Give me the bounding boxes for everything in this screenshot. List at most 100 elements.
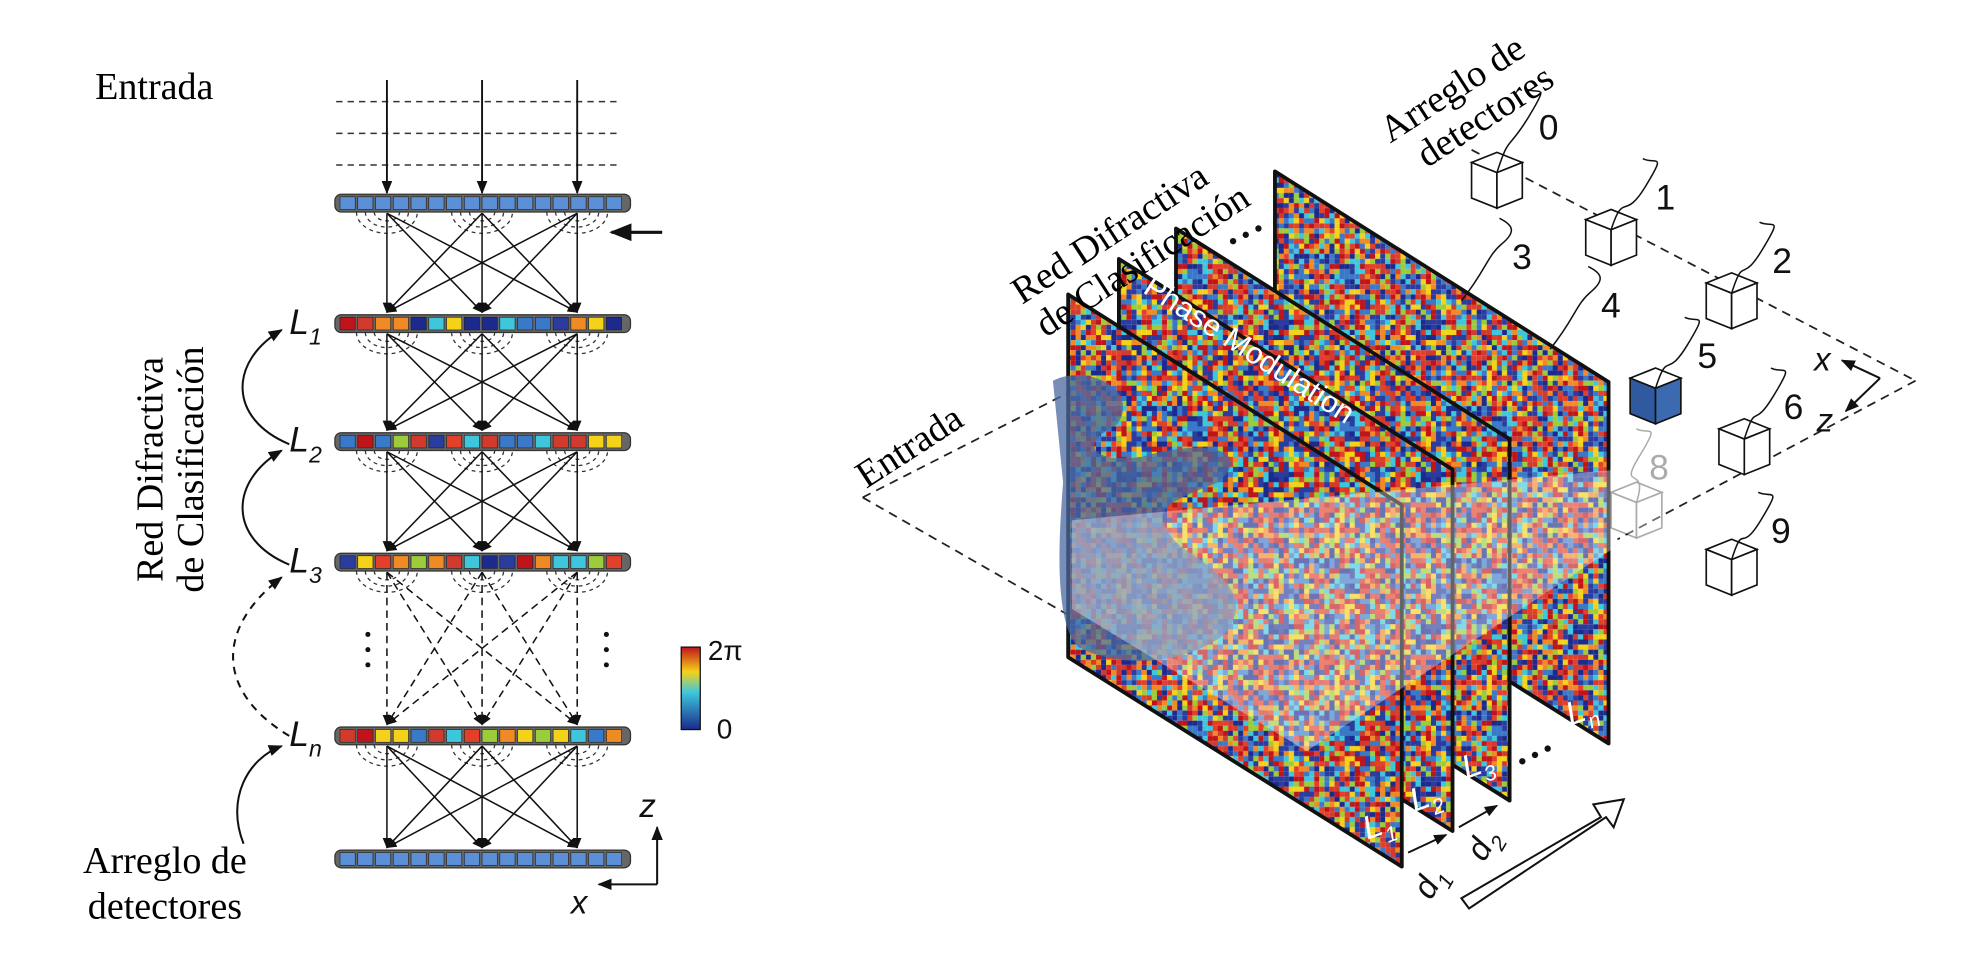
layer-pixel — [446, 555, 463, 569]
label-index: 1 — [309, 323, 322, 349]
layer-pixel — [357, 434, 374, 449]
axis-label: x — [1812, 341, 1832, 378]
layer-pixel — [463, 852, 480, 866]
layer-pixel — [535, 729, 551, 743]
detector-left — [1610, 491, 1638, 540]
detector-right — [1730, 281, 1758, 330]
layer-pixel — [499, 196, 516, 210]
layer-pixel — [392, 196, 409, 210]
layer-pixel — [481, 316, 498, 331]
layer-pixel — [446, 852, 463, 866]
layer-pixel — [339, 434, 356, 449]
detector: 6 — [1716, 367, 1804, 476]
input-label: Entrada — [95, 66, 213, 108]
layer-pixel — [588, 729, 605, 743]
layer-pixel — [357, 555, 374, 569]
layer-pixel — [570, 729, 587, 743]
layer-pixel — [481, 729, 498, 743]
layer-pixel — [552, 729, 569, 743]
connection — [481, 745, 578, 849]
layer-pixel — [392, 316, 409, 331]
layer-pixel — [375, 316, 392, 331]
layer-pixel — [570, 434, 587, 449]
label-index: n — [309, 736, 322, 762]
layer-pixel — [570, 555, 587, 569]
dot — [365, 631, 371, 637]
layer-pixel — [339, 729, 356, 743]
layer-pixel — [588, 434, 605, 449]
detector-right — [1635, 491, 1663, 540]
detector: 1 — [1583, 158, 1676, 267]
layer-pixel — [446, 729, 463, 743]
detector: 8 — [1608, 428, 1669, 540]
detector: 4 — [1549, 265, 1621, 350]
detector: 0 — [1469, 88, 1559, 210]
label-letter: L — [289, 540, 309, 580]
layer-pixel — [339, 196, 356, 210]
layer-pixel — [606, 729, 622, 743]
layer-pixel — [463, 316, 480, 331]
layer-pixel — [481, 434, 498, 449]
layer-pixel — [428, 852, 445, 866]
detector: 5 — [1627, 316, 1717, 426]
connection — [481, 333, 578, 431]
light-beam — [1071, 469, 1618, 752]
connection — [481, 571, 578, 726]
detector-top — [1608, 481, 1665, 504]
layer-pixel — [428, 196, 445, 210]
detector-label: Arreglo de — [83, 840, 247, 882]
layer-pixel — [499, 852, 516, 866]
layer-label: L1 — [289, 302, 322, 350]
layer-label: L3 — [289, 540, 322, 588]
layer-arrows — [232, 329, 290, 845]
layer-pixel — [535, 196, 551, 210]
layer-pixel — [375, 852, 392, 866]
layer-pixel — [392, 434, 409, 449]
detector-wire — [1654, 316, 1700, 389]
colorbar-max: 2π — [708, 635, 743, 666]
connection — [386, 745, 483, 849]
dot — [365, 662, 371, 668]
layer-pixel — [446, 196, 463, 210]
layer-pixel — [535, 555, 551, 569]
layer-pixel — [499, 555, 516, 569]
detector-right — [1496, 161, 1524, 210]
layer-pixel — [392, 729, 409, 743]
network-label-line: de Clasificación — [170, 346, 212, 592]
detector-right — [1730, 548, 1758, 597]
layer-pixel — [446, 434, 463, 449]
layer-label: L2 — [289, 420, 322, 468]
layer-label: d2 — [1458, 821, 1512, 870]
detector: 2 — [1704, 221, 1792, 330]
detector-number: 6 — [1784, 387, 1804, 427]
layer-pixel — [357, 729, 374, 743]
wavelet — [373, 570, 401, 581]
dot — [365, 647, 371, 653]
wavefronts — [336, 100, 622, 166]
ellipsis — [1229, 225, 1551, 765]
layer-pixel — [463, 555, 480, 569]
detector-right — [1654, 376, 1682, 426]
input-label-text: Entrada — [848, 397, 970, 497]
layer-pixel — [552, 555, 569, 569]
detector: 3 — [1460, 217, 1532, 302]
layer-pixel — [428, 729, 445, 743]
detector-number: 1 — [1656, 177, 1676, 217]
propagation-arrow — [1459, 798, 1626, 910]
layer-pixel — [606, 316, 622, 331]
network-label-line: Red Difractiva — [129, 357, 171, 582]
layer-pixel — [517, 729, 534, 743]
layer-pixel — [588, 555, 605, 569]
layer-pixel — [570, 316, 587, 331]
layer-pixel — [375, 555, 392, 569]
connection — [385, 333, 578, 431]
layer-pixel — [570, 196, 587, 210]
connection — [386, 571, 483, 726]
layer-pixel — [375, 196, 392, 210]
detector-label: Arreglo de detectores — [1372, 27, 1561, 176]
layer-label: d1 — [1405, 860, 1459, 909]
connection — [386, 571, 578, 726]
left-panel: Entrada Red Difractiva de Clasificación … — [83, 66, 743, 928]
layer-pixel — [517, 316, 534, 331]
colorbar — [680, 646, 701, 731]
